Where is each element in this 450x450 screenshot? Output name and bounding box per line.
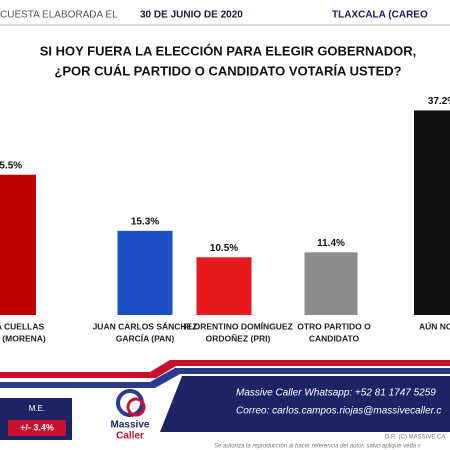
- rights: D.R. (C) MASSIVE CA: [385, 435, 445, 441]
- footer-stripe: [0, 360, 450, 378]
- bar: [304, 252, 358, 315]
- survey-date: 30 DE JUNIO DE 2020: [140, 10, 243, 21]
- survey-text: CUESTA ELABORADA EL: [0, 10, 118, 21]
- category-label: GARCÍA (PAN): [116, 333, 175, 343]
- bar: [196, 257, 252, 315]
- chart-title: SI HOY FUERA LA ELECCIÓN PARA ELEGIR GOB…: [40, 43, 417, 58]
- value-label: 37.2%: [428, 96, 450, 107]
- me-value: +/- 3.4%: [20, 422, 54, 432]
- category-label: FLORENTINO DOMÍNGUEZ: [183, 321, 293, 331]
- bar: [117, 230, 173, 315]
- region: TLAXCALA (CAREO: [332, 10, 428, 21]
- footer-stripe: [0, 368, 450, 388]
- category-label: OTRO PARTIDO O: [297, 321, 371, 331]
- bar: [0, 174, 36, 315]
- value-label: 11.4%: [317, 238, 345, 249]
- chart-title: ¿POR CUÁL PARTIDO O CANDIDATO VOTARÍA US…: [54, 63, 401, 78]
- me-label: M.E.: [29, 404, 45, 413]
- email: Correo: carlos.campos.riojas@massivecall…: [236, 406, 441, 417]
- category-label: AÚN NO D: [419, 320, 450, 331]
- category-label: S (MORENA): [0, 333, 46, 343]
- value-label: 15.3%: [131, 216, 159, 227]
- brand: Caller: [116, 431, 144, 442]
- me-value-box: [8, 420, 66, 436]
- category-label: JUAN CARLOS SÁNCHEZ: [93, 321, 198, 331]
- value-label: 25.5%: [0, 160, 22, 171]
- category-label: ORDOÑEZ (PRI): [206, 333, 271, 343]
- brand: Massive: [111, 420, 150, 431]
- notice: Se autoriza la reproducción al hacer ref…: [214, 444, 421, 450]
- bar: [414, 110, 450, 316]
- category-label: A CUELLAS: [0, 321, 44, 331]
- category-label: CANDIDATO: [309, 333, 360, 343]
- footer-panel: [160, 376, 450, 432]
- whatsapp: Massive Caller Whatsapp: +52 81 1747 525…: [236, 388, 436, 399]
- logo: [126, 397, 146, 417]
- value-label: 10.5%: [210, 243, 238, 254]
